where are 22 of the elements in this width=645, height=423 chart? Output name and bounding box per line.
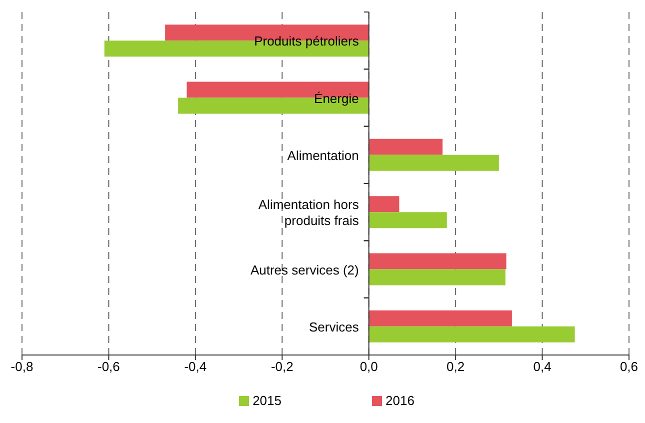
legend-label: 2016	[386, 393, 414, 408]
bar	[368, 310, 512, 326]
bar	[368, 196, 400, 212]
x-tick-label: 0,4	[533, 359, 552, 374]
x-tick-label: -0,2	[270, 359, 294, 374]
y-tick-label: Services	[309, 319, 360, 334]
bar	[368, 326, 575, 342]
x-tick-label: 0,0	[360, 359, 378, 374]
x-tick-label: 0,6	[620, 359, 638, 374]
y-tick-label: Alimentation hors produits frais	[258, 197, 360, 228]
y-tick-label: Autres services (2)	[250, 262, 359, 278]
x-tick-label: 0,2	[446, 359, 465, 374]
y-tick-label: Alimentation	[287, 148, 359, 163]
bar	[368, 212, 447, 228]
bar	[368, 269, 506, 286]
bar	[368, 253, 506, 270]
bar	[368, 138, 443, 155]
legend-label: 2015	[252, 393, 282, 408]
x-tick-label: -0,6	[98, 359, 120, 374]
bar	[368, 154, 499, 171]
x-tick-label: -0,4	[184, 359, 207, 374]
x-tick-label: -0,8	[10, 359, 34, 374]
